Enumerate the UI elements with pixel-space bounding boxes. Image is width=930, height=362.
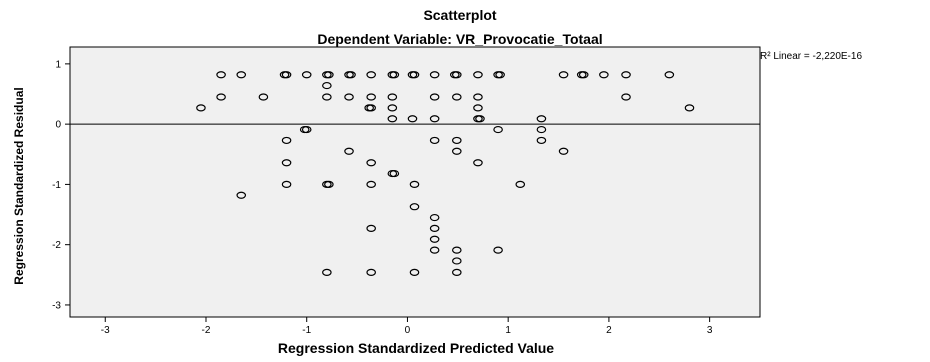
data-point <box>366 159 376 167</box>
data-point <box>301 71 312 79</box>
data-point <box>452 246 462 254</box>
data-point <box>493 246 503 254</box>
chart-subtitle: Dependent Variable: VR_Provocatie_Totaal <box>317 31 602 47</box>
data-point <box>684 104 695 112</box>
y-tick-label: 1 <box>55 59 61 70</box>
data-point <box>409 268 420 277</box>
data-point <box>324 71 334 79</box>
data-point <box>452 136 462 145</box>
data-point <box>473 71 483 79</box>
data-point <box>389 169 400 178</box>
data-point <box>493 125 503 134</box>
data-point <box>599 71 609 79</box>
data-point <box>324 180 334 189</box>
data-point <box>536 136 547 145</box>
data-point <box>452 257 462 265</box>
data-point <box>429 213 440 222</box>
data-point <box>366 71 376 79</box>
data-point <box>366 104 376 112</box>
data-point <box>387 93 398 101</box>
x-tick-label: -3 <box>101 325 110 336</box>
data-point <box>366 268 376 277</box>
data-point <box>322 268 332 277</box>
x-tick-label: 2 <box>606 325 612 336</box>
data-point <box>429 93 440 101</box>
data-point <box>536 115 547 123</box>
data-point <box>452 268 462 277</box>
data-point <box>409 203 420 211</box>
data-point <box>429 136 440 145</box>
data-point <box>407 115 418 123</box>
x-tick-label: 1 <box>505 325 511 336</box>
data-point <box>216 93 226 101</box>
data-point <box>322 81 332 90</box>
data-point <box>473 93 483 101</box>
data-point <box>473 159 483 167</box>
chart-title: Scatterplot <box>423 7 496 23</box>
y-tick-label: -3 <box>52 300 61 311</box>
data-point <box>344 147 354 155</box>
data-point <box>452 147 462 155</box>
data-point <box>387 115 398 123</box>
data-point <box>216 71 226 79</box>
y-tick-label: 0 <box>55 120 61 131</box>
data-point <box>281 159 292 167</box>
data-point <box>515 180 526 189</box>
data-point <box>409 180 420 189</box>
data-point <box>621 71 631 79</box>
data-point <box>495 71 505 79</box>
data-point <box>346 71 356 79</box>
data-point <box>196 104 206 112</box>
data-point <box>473 104 483 112</box>
x-tick-label: -2 <box>202 325 211 336</box>
data-point <box>558 71 569 79</box>
data-point <box>536 125 547 134</box>
data-point <box>344 93 354 101</box>
x-tick-label: -1 <box>302 325 311 336</box>
data-point <box>387 104 398 112</box>
x-tick-label: 3 <box>707 325 713 336</box>
data-point <box>452 93 462 101</box>
data-point <box>366 93 376 101</box>
data-point <box>281 136 292 145</box>
data-point <box>558 147 569 155</box>
data-point <box>475 115 485 123</box>
data-point <box>281 180 292 189</box>
data-point <box>429 224 440 233</box>
data-point <box>301 125 312 134</box>
data-point <box>429 246 440 254</box>
x-axis-label: Regression Standardized Predicted Value <box>278 340 554 356</box>
data-point <box>236 191 247 199</box>
data-point <box>621 93 631 101</box>
data-point <box>452 71 462 79</box>
data-point <box>578 71 589 79</box>
y-tick-label: -2 <box>52 240 61 251</box>
data-point <box>664 71 675 79</box>
data-point <box>366 224 376 233</box>
data-point <box>429 115 440 123</box>
data-point <box>389 71 400 79</box>
x-tick-label: 0 <box>405 325 411 336</box>
data-point <box>409 71 420 79</box>
data-point <box>322 93 332 101</box>
data-point <box>429 235 440 243</box>
fit-annotation: R² Linear = -2,220E-16 <box>760 51 862 62</box>
data-point <box>236 71 247 79</box>
data-point <box>366 180 376 189</box>
y-axis-label: Regression Standardized Residual <box>12 87 26 284</box>
data-point <box>429 71 440 79</box>
y-tick-label: -1 <box>52 180 61 191</box>
data-point <box>281 71 292 79</box>
data-point <box>258 93 269 101</box>
